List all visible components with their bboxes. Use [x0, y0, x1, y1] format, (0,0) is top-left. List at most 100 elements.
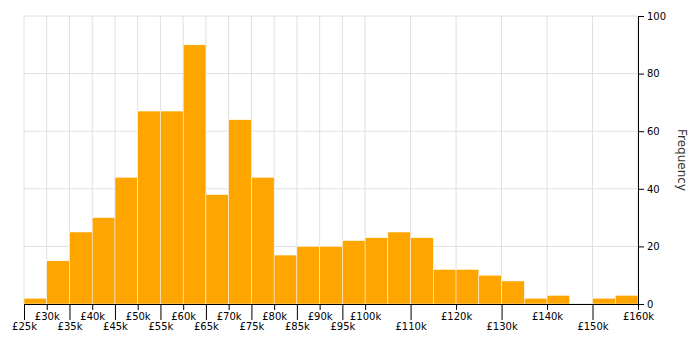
x-tick-mark: [593, 304, 594, 320]
grid-line-x: [501, 16, 502, 304]
x-tick: £100k: [350, 304, 381, 322]
y-axis: 0 20 40 60 80 100: [638, 11, 666, 310]
y-tick: 40: [638, 184, 660, 195]
x-tick: £50k: [126, 304, 151, 322]
x-tick-label: £80k: [262, 311, 287, 322]
bar: [456, 269, 479, 304]
bar: [342, 241, 365, 304]
y-tick-label: 0: [647, 299, 653, 310]
y-tick: 80: [638, 68, 660, 79]
x-tick-label: £55k: [148, 321, 173, 332]
y-tick-label: 100: [647, 11, 666, 22]
x-tick-mark: [342, 304, 343, 320]
grid: [24, 16, 638, 304]
bar: [206, 195, 229, 304]
x-tick: £130k: [486, 304, 517, 332]
y-tick: 20: [638, 241, 660, 252]
x-tick: £25k: [12, 304, 37, 332]
x-tick-mark: [92, 304, 93, 310]
x-tick: £80k: [262, 304, 287, 322]
bars: [24, 45, 638, 304]
x-tick-label: £150k: [577, 321, 608, 332]
bar: [160, 111, 183, 304]
y-tick-mark: [638, 246, 644, 247]
y-tick-label: 20: [647, 241, 660, 252]
x-tick: £60k: [171, 304, 196, 322]
x-tick: £85k: [285, 304, 310, 332]
bar: [115, 177, 138, 304]
x-tick-label: £110k: [395, 321, 426, 332]
x-tick: £120k: [441, 304, 472, 322]
x-tick: £90k: [308, 304, 333, 322]
y-tick: 100: [638, 11, 666, 22]
x-tick: £30k: [35, 304, 60, 322]
x-tick: £110k: [395, 304, 426, 332]
bar: [433, 269, 456, 304]
bar: [365, 238, 388, 304]
x-tick-label: £60k: [171, 311, 196, 322]
chart: £25k£30k£35k£40k£45k£50k£55k£60k£65k£70k…: [0, 0, 700, 350]
bar: [547, 295, 570, 304]
x-tick-mark: [115, 304, 116, 320]
x-tick-label: £45k: [103, 321, 128, 332]
x-tick-label: £70k: [217, 311, 242, 322]
bar: [570, 304, 593, 305]
bar: [47, 261, 70, 304]
x-tick-label: £65k: [194, 321, 219, 332]
grid-line-y: [24, 131, 638, 132]
bar: [92, 218, 115, 304]
grid-line-x: [24, 16, 25, 304]
x-axis-line: [25, 305, 639, 311]
x-tick-label: £130k: [486, 321, 517, 332]
x-tick: £150k: [577, 304, 608, 332]
grid-line-y: [24, 73, 638, 74]
y-axis-line: [639, 17, 645, 305]
bar: [502, 281, 525, 304]
x-tick-mark: [411, 304, 412, 320]
x-tick-mark: [274, 304, 275, 310]
bar: [524, 298, 547, 304]
y-tick-mark: [638, 131, 644, 132]
x-tick-mark: [229, 304, 230, 310]
x-tick-label: £30k: [35, 311, 60, 322]
bar: [411, 238, 434, 304]
bar: [251, 177, 274, 304]
y-tick: 60: [638, 126, 660, 137]
y-tick: 0: [638, 299, 653, 310]
x-tick-mark: [160, 304, 161, 320]
x-tick-label: £95k: [330, 321, 355, 332]
bar: [615, 295, 638, 304]
x-tick-label: £35k: [58, 321, 83, 332]
x-tick-mark: [320, 304, 321, 310]
x-tick-mark: [47, 304, 48, 310]
y-tick-label: 40: [647, 184, 660, 195]
bar: [593, 298, 616, 304]
x-tick-mark: [251, 304, 252, 320]
x-tick-label: £50k: [126, 311, 151, 322]
bar: [24, 298, 47, 304]
bar: [388, 232, 411, 304]
x-tick-label: £120k: [441, 311, 472, 322]
x-tick: £140k: [532, 304, 563, 322]
x-tick-mark: [365, 304, 366, 310]
y-axis-title: Frequency: [675, 129, 689, 191]
x-tick-label: £75k: [239, 321, 264, 332]
y-tick-label: 60: [647, 126, 660, 137]
bar: [297, 246, 320, 304]
x-axis: £25k£30k£35k£40k£45k£50k£55k£60k£65k£70k…: [12, 304, 654, 332]
bar: [229, 120, 252, 304]
x-tick: £70k: [217, 304, 242, 322]
x-tick: £40k: [80, 304, 105, 322]
grid-line-x: [592, 16, 593, 304]
x-tick: £75k: [239, 304, 264, 332]
x-tick: £55k: [148, 304, 173, 332]
grid-line-y: [24, 16, 638, 17]
bar: [183, 45, 206, 304]
x-tick: £65k: [194, 304, 219, 332]
x-tick-label: £100k: [350, 311, 381, 322]
x-tick-mark: [456, 304, 457, 310]
grid-line-x: [547, 16, 548, 304]
y-tick-label: 80: [647, 68, 660, 79]
x-tick-mark: [138, 304, 139, 310]
x-tick-label: £85k: [285, 321, 310, 332]
